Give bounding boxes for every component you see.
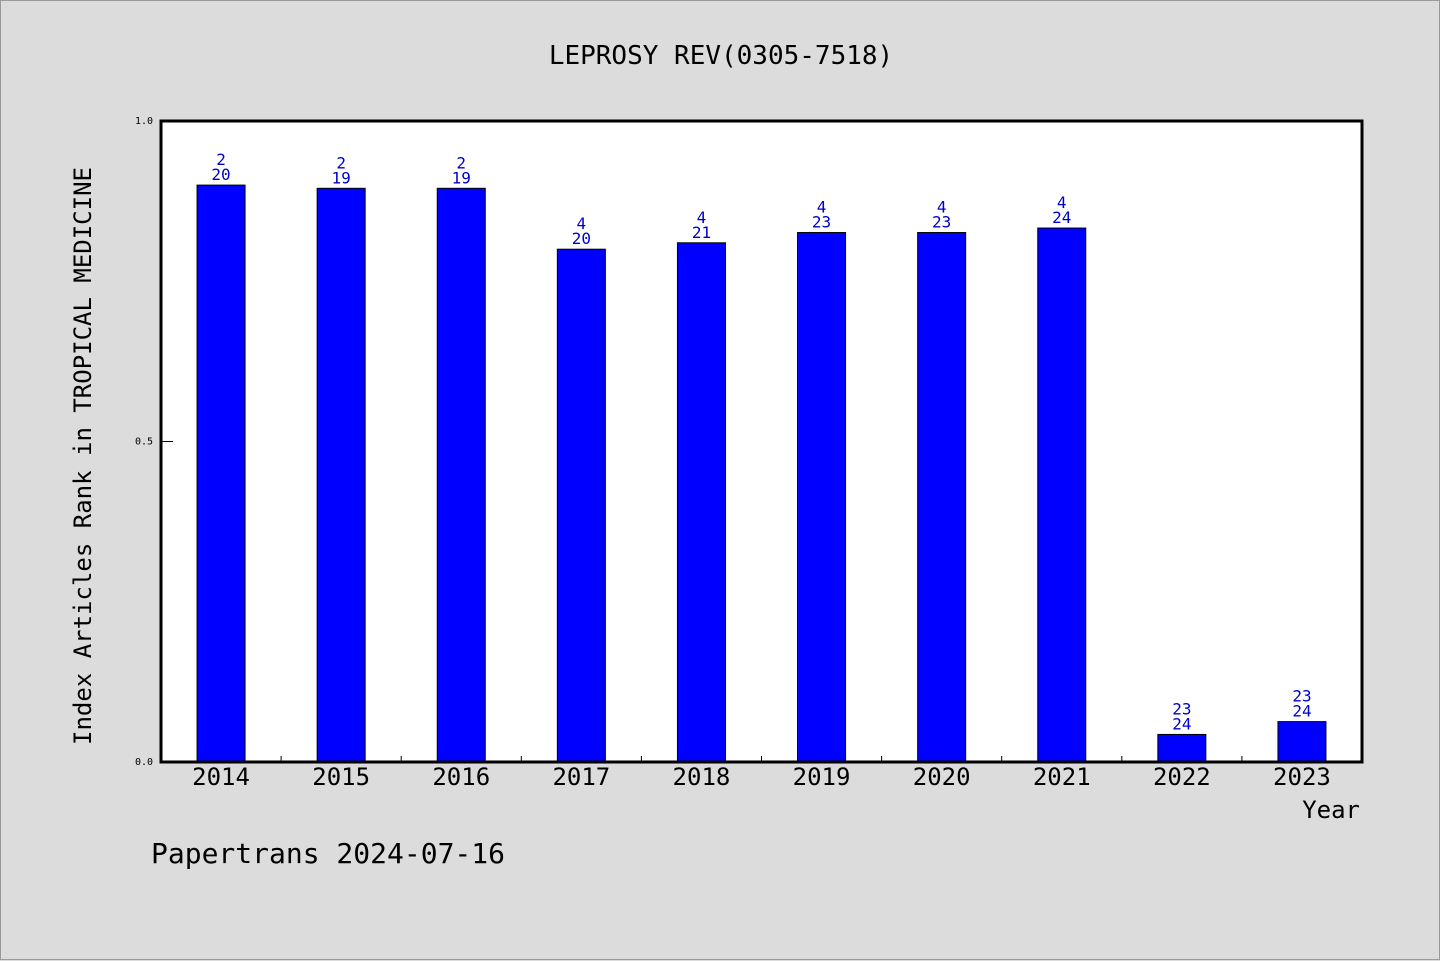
bar-2018 [676,242,726,763]
x-axis-ticks: 2014 2015 2016 2017 2018 2019 2020 2021 2022 2023 [192,756,1331,791]
y-tick-label: 0.5 [135,437,153,448]
data-label-bottom-2019: 23 [812,213,831,232]
data-label-bottom-2022: 24 [1172,714,1191,733]
x-axis-label: Year [1302,796,1360,824]
bar-2022 [1157,733,1207,763]
bar-2019 [797,232,847,763]
bar-2023 [1277,721,1327,763]
footer-credit: Papertrans 2024-07-16 [151,837,505,870]
bar-2017 [556,248,606,763]
data-label-top-2016: 2 [456,153,466,172]
y-axis-label: Index Articles Rank in TROPICAL MEDICINE [69,167,97,745]
x-tick-label-2022: 2022 [1153,763,1211,791]
bars-group [196,184,1327,763]
plot-border [159,119,1364,764]
chart-title: LEPROSY REV(0305-7518) [549,41,893,71]
x-tick-label-2016: 2016 [432,763,490,791]
x-tick-label-2023: 2023 [1273,763,1331,791]
data-label-top-2022: 23 [1172,699,1191,718]
data-label-bottom-2018: 21 [692,223,711,242]
data-label-bottom-2023: 24 [1292,702,1311,721]
data-label-top-2019: 4 [817,198,827,217]
x-tick-label-2015: 2015 [312,763,370,791]
data-label-bottom-2017: 20 [572,229,591,248]
data-label-bottom-2020: 23 [932,213,951,232]
data-label-bottom-2014: 20 [211,165,230,184]
y-tick-label: 0.0 [135,757,153,768]
bar-2014 [196,184,246,763]
x-tick-label-2019: 2019 [793,763,851,791]
x-tick-label-2018: 2018 [673,763,731,791]
bar-2021 [1037,227,1087,763]
x-tick-label-2014: 2014 [192,763,250,791]
bar-2015 [316,187,366,763]
data-label-top-2018: 4 [697,208,707,227]
x-tick-label-2017: 2017 [552,763,610,791]
y-tick-label: 1.0 [135,116,153,127]
data-label-top-2014: 2 [216,150,226,169]
bar-2016 [436,187,486,763]
data-label-top-2020: 4 [937,198,947,217]
data-label-top-2017: 4 [577,214,587,233]
data-label-bottom-2021: 24 [1052,208,1071,227]
data-label-top-2015: 2 [336,153,346,172]
data-label-top-2023: 23 [1292,687,1311,706]
data-label-bottom-2015: 19 [332,168,351,187]
data-label-bottom-2016: 19 [452,168,471,187]
data-label-top-2021: 4 [1057,193,1067,212]
x-tick-label-2021: 2021 [1033,763,1091,791]
bar-2020 [917,232,967,763]
x-tick-label-2020: 2020 [913,763,971,791]
